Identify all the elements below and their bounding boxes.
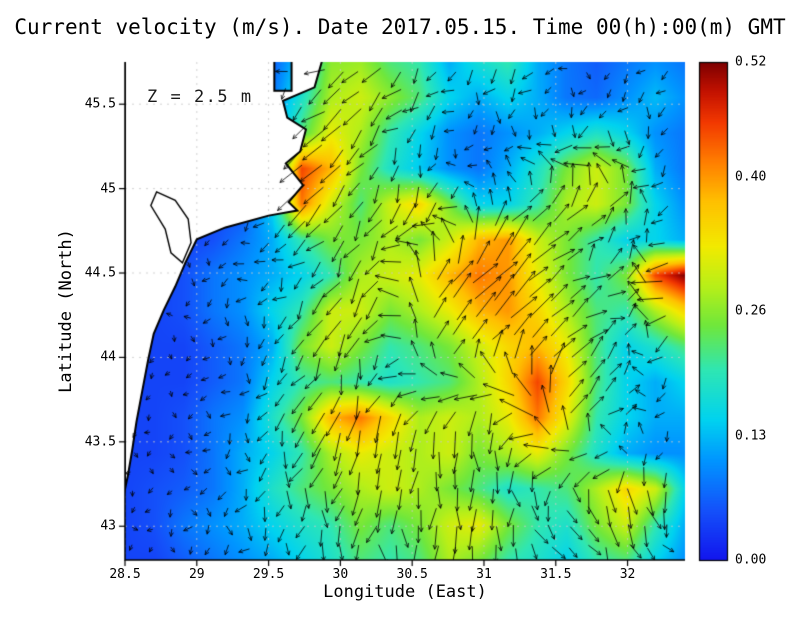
x-tick-label: 32 (619, 567, 636, 582)
x-tick-label: 30.5 (396, 567, 428, 582)
x-tick-label: 29.5 (252, 567, 285, 582)
x-axis-label: Longitude (East) (323, 582, 487, 602)
y-tick-label: 43.5 (84, 434, 116, 450)
x-tick-label: 29 (188, 567, 205, 582)
x-tick-label: 31.5 (540, 567, 572, 582)
x-tick-label: 28.5 (109, 567, 141, 582)
colorbar-tick-label: 0.00 (735, 552, 767, 568)
y-tick-label: 45 (100, 181, 116, 197)
y-tick-label: 44.5 (84, 265, 116, 281)
depth-annotation: Z = 2.5 m (147, 87, 253, 107)
y-axis-label: Latitude (North) (56, 229, 76, 393)
y-tick-label: 44 (100, 349, 116, 365)
y-tick-label: 43 (100, 518, 116, 534)
figure-title: Current velocity (m/s). Date 2017.05.15.… (14, 15, 786, 39)
colorbar-tick-label: 0.26 (735, 303, 767, 319)
x-tick-label: 30 (332, 567, 349, 582)
colorbar-tick-label: 0.40 (735, 169, 767, 185)
colorbar-tick-label: 0.52 (735, 54, 767, 70)
y-tick-label: 45.5 (84, 96, 116, 112)
colorbar-tick-label: 0.13 (735, 428, 767, 443)
x-tick-label: 31 (476, 567, 492, 582)
